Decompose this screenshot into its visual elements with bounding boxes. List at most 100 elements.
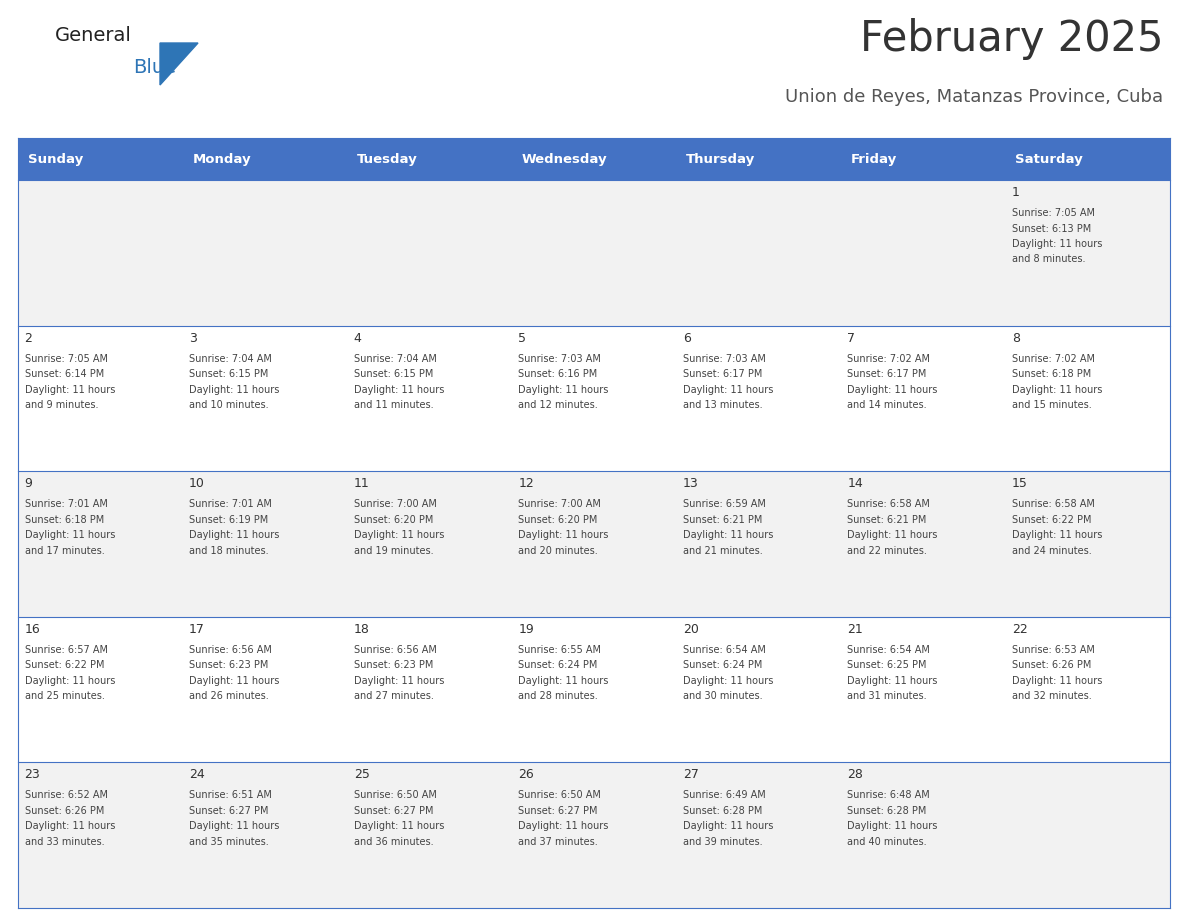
Text: 19: 19 bbox=[518, 622, 535, 636]
Text: 6: 6 bbox=[683, 331, 690, 344]
Text: Sunset: 6:27 PM: Sunset: 6:27 PM bbox=[189, 806, 268, 816]
Bar bbox=[512, 617, 676, 763]
Text: Daylight: 11 hours: Daylight: 11 hours bbox=[354, 531, 444, 540]
Bar bbox=[347, 617, 512, 763]
Text: and 22 minutes.: and 22 minutes. bbox=[847, 545, 928, 555]
Text: Monday: Monday bbox=[192, 152, 251, 165]
Bar bbox=[512, 326, 676, 471]
Text: Friday: Friday bbox=[851, 152, 897, 165]
Text: Sunrise: 6:51 AM: Sunrise: 6:51 AM bbox=[189, 790, 272, 800]
Text: Sunrise: 6:54 AM: Sunrise: 6:54 AM bbox=[847, 644, 930, 655]
Text: 18: 18 bbox=[354, 622, 369, 636]
Text: and 11 minutes.: and 11 minutes. bbox=[354, 400, 434, 410]
Text: Sunset: 6:18 PM: Sunset: 6:18 PM bbox=[25, 515, 103, 525]
Bar bbox=[676, 180, 841, 326]
Text: Daylight: 11 hours: Daylight: 11 hours bbox=[683, 531, 773, 540]
Text: Sunset: 6:23 PM: Sunset: 6:23 PM bbox=[189, 660, 268, 670]
Text: Sunrise: 6:58 AM: Sunrise: 6:58 AM bbox=[1012, 499, 1095, 509]
Text: Sunset: 6:16 PM: Sunset: 6:16 PM bbox=[518, 369, 598, 379]
Text: and 21 minutes.: and 21 minutes. bbox=[683, 545, 763, 555]
Text: and 20 minutes.: and 20 minutes. bbox=[518, 545, 598, 555]
Text: Sunrise: 7:00 AM: Sunrise: 7:00 AM bbox=[518, 499, 601, 509]
Text: Daylight: 11 hours: Daylight: 11 hours bbox=[189, 822, 279, 832]
Text: 3: 3 bbox=[189, 331, 197, 344]
Text: Sunset: 6:24 PM: Sunset: 6:24 PM bbox=[683, 660, 763, 670]
Text: Daylight: 11 hours: Daylight: 11 hours bbox=[189, 676, 279, 686]
Text: 22: 22 bbox=[1012, 622, 1028, 636]
Text: Sunrise: 7:05 AM: Sunrise: 7:05 AM bbox=[1012, 208, 1095, 218]
Text: Daylight: 11 hours: Daylight: 11 hours bbox=[1012, 531, 1102, 540]
Bar bbox=[512, 180, 676, 326]
Text: 23: 23 bbox=[25, 768, 40, 781]
Text: Daylight: 11 hours: Daylight: 11 hours bbox=[518, 385, 608, 395]
Bar bbox=[18, 763, 183, 908]
Text: Sunrise: 6:48 AM: Sunrise: 6:48 AM bbox=[847, 790, 930, 800]
Bar bbox=[676, 763, 841, 908]
Text: Sunset: 6:26 PM: Sunset: 6:26 PM bbox=[25, 806, 105, 816]
Text: 20: 20 bbox=[683, 622, 699, 636]
Text: and 9 minutes.: and 9 minutes. bbox=[25, 400, 99, 410]
Text: and 25 minutes.: and 25 minutes. bbox=[25, 691, 105, 701]
Text: and 18 minutes.: and 18 minutes. bbox=[189, 545, 268, 555]
Bar bbox=[183, 326, 347, 471]
Bar bbox=[18, 617, 183, 763]
Text: 7: 7 bbox=[847, 331, 855, 344]
Text: Daylight: 11 hours: Daylight: 11 hours bbox=[25, 531, 115, 540]
Text: Sunset: 6:27 PM: Sunset: 6:27 PM bbox=[518, 806, 598, 816]
Bar bbox=[841, 180, 1005, 326]
Text: Sunset: 6:21 PM: Sunset: 6:21 PM bbox=[683, 515, 763, 525]
Bar bbox=[347, 326, 512, 471]
Text: Sunset: 6:22 PM: Sunset: 6:22 PM bbox=[25, 660, 105, 670]
Text: Sunset: 6:23 PM: Sunset: 6:23 PM bbox=[354, 660, 434, 670]
Bar bbox=[347, 763, 512, 908]
Text: Daylight: 11 hours: Daylight: 11 hours bbox=[518, 531, 608, 540]
Bar bbox=[512, 763, 676, 908]
Text: Sunrise: 6:49 AM: Sunrise: 6:49 AM bbox=[683, 790, 765, 800]
Text: Sunrise: 6:57 AM: Sunrise: 6:57 AM bbox=[25, 644, 108, 655]
Text: Daylight: 11 hours: Daylight: 11 hours bbox=[354, 822, 444, 832]
Text: Sunrise: 6:55 AM: Sunrise: 6:55 AM bbox=[518, 644, 601, 655]
Text: Sunrise: 7:03 AM: Sunrise: 7:03 AM bbox=[518, 353, 601, 364]
Text: Sunset: 6:28 PM: Sunset: 6:28 PM bbox=[847, 806, 927, 816]
Text: 15: 15 bbox=[1012, 477, 1028, 490]
Text: and 14 minutes.: and 14 minutes. bbox=[847, 400, 927, 410]
Bar bbox=[347, 180, 512, 326]
Bar bbox=[18, 180, 183, 326]
Text: and 19 minutes.: and 19 minutes. bbox=[354, 545, 434, 555]
Bar bbox=[18, 471, 183, 617]
Text: 10: 10 bbox=[189, 477, 206, 490]
Text: Sunset: 6:26 PM: Sunset: 6:26 PM bbox=[1012, 660, 1092, 670]
Bar bbox=[841, 326, 1005, 471]
Bar bbox=[183, 617, 347, 763]
Text: Sunday: Sunday bbox=[27, 152, 83, 165]
Text: and 17 minutes.: and 17 minutes. bbox=[25, 545, 105, 555]
Text: 14: 14 bbox=[847, 477, 864, 490]
Text: Sunset: 6:28 PM: Sunset: 6:28 PM bbox=[683, 806, 763, 816]
Text: Sunrise: 6:50 AM: Sunrise: 6:50 AM bbox=[518, 790, 601, 800]
Bar bbox=[18, 326, 183, 471]
Text: Sunset: 6:18 PM: Sunset: 6:18 PM bbox=[1012, 369, 1092, 379]
Text: Sunrise: 6:56 AM: Sunrise: 6:56 AM bbox=[354, 644, 437, 655]
Text: Sunset: 6:25 PM: Sunset: 6:25 PM bbox=[847, 660, 927, 670]
Bar bbox=[183, 763, 347, 908]
Bar bbox=[1005, 763, 1170, 908]
Text: Daylight: 11 hours: Daylight: 11 hours bbox=[518, 822, 608, 832]
Text: and 10 minutes.: and 10 minutes. bbox=[189, 400, 268, 410]
Text: 28: 28 bbox=[847, 768, 864, 781]
Text: Sunrise: 7:01 AM: Sunrise: 7:01 AM bbox=[189, 499, 272, 509]
Text: February 2025: February 2025 bbox=[859, 18, 1163, 60]
Bar bbox=[18, 138, 183, 180]
Text: Tuesday: Tuesday bbox=[358, 152, 418, 165]
Text: 21: 21 bbox=[847, 622, 864, 636]
Text: Sunset: 6:19 PM: Sunset: 6:19 PM bbox=[189, 515, 268, 525]
Text: Daylight: 11 hours: Daylight: 11 hours bbox=[518, 676, 608, 686]
Text: Sunrise: 7:04 AM: Sunrise: 7:04 AM bbox=[354, 353, 437, 364]
Bar bbox=[676, 326, 841, 471]
Bar bbox=[512, 471, 676, 617]
Text: Sunrise: 6:56 AM: Sunrise: 6:56 AM bbox=[189, 644, 272, 655]
Text: and 30 minutes.: and 30 minutes. bbox=[683, 691, 763, 701]
Text: Daylight: 11 hours: Daylight: 11 hours bbox=[1012, 385, 1102, 395]
Text: 8: 8 bbox=[1012, 331, 1020, 344]
Text: Daylight: 11 hours: Daylight: 11 hours bbox=[683, 385, 773, 395]
Text: Blue: Blue bbox=[133, 58, 176, 77]
